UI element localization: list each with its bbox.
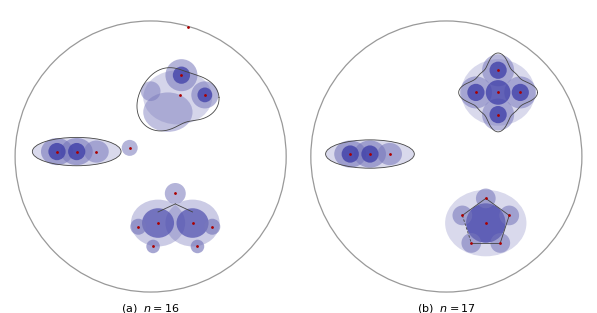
Ellipse shape [445, 190, 527, 256]
Text: (b)  $n = 17$: (b) $n = 17$ [417, 302, 476, 313]
Ellipse shape [361, 146, 378, 163]
Ellipse shape [41, 138, 73, 165]
Ellipse shape [334, 141, 367, 167]
Ellipse shape [476, 188, 496, 208]
Ellipse shape [68, 143, 85, 160]
Ellipse shape [48, 143, 66, 160]
Ellipse shape [354, 141, 386, 167]
Ellipse shape [142, 208, 174, 238]
Ellipse shape [61, 138, 93, 165]
Ellipse shape [482, 99, 514, 131]
Ellipse shape [482, 54, 514, 86]
Ellipse shape [490, 233, 510, 253]
Ellipse shape [143, 92, 193, 132]
Ellipse shape [467, 84, 485, 101]
Ellipse shape [466, 203, 506, 243]
Ellipse shape [204, 219, 220, 235]
Ellipse shape [146, 240, 160, 253]
Ellipse shape [512, 84, 529, 101]
Ellipse shape [32, 137, 121, 166]
Ellipse shape [131, 200, 185, 246]
Ellipse shape [165, 183, 186, 204]
Ellipse shape [165, 200, 220, 246]
Ellipse shape [490, 62, 507, 79]
Ellipse shape [461, 233, 481, 253]
Ellipse shape [191, 81, 219, 108]
Ellipse shape [165, 59, 198, 91]
Ellipse shape [453, 206, 472, 225]
Ellipse shape [173, 67, 190, 84]
Ellipse shape [198, 88, 213, 102]
Ellipse shape [461, 59, 535, 126]
Ellipse shape [190, 240, 204, 253]
Text: (a)  $n = 16$: (a) $n = 16$ [121, 302, 180, 313]
Ellipse shape [325, 140, 414, 168]
Ellipse shape [141, 81, 161, 101]
Ellipse shape [130, 219, 146, 235]
Ellipse shape [486, 80, 510, 105]
Ellipse shape [143, 70, 213, 125]
Ellipse shape [177, 208, 208, 238]
Ellipse shape [341, 146, 359, 163]
Ellipse shape [499, 206, 519, 225]
Ellipse shape [460, 76, 492, 108]
Ellipse shape [490, 106, 507, 123]
Ellipse shape [504, 76, 536, 108]
Ellipse shape [122, 140, 138, 156]
Ellipse shape [84, 141, 109, 163]
Ellipse shape [377, 143, 402, 165]
